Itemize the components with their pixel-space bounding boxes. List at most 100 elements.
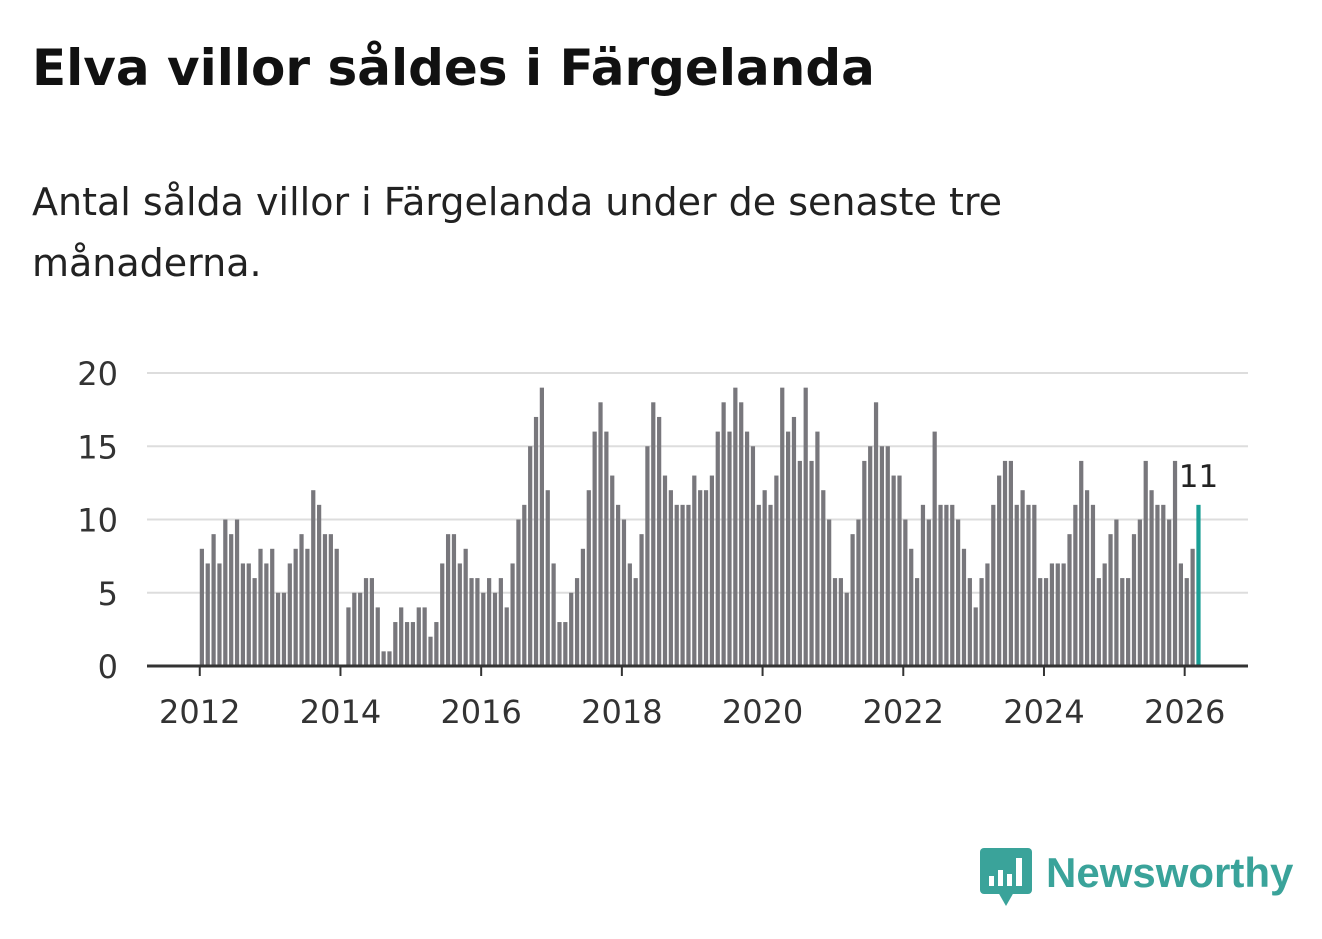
bar — [1155, 504, 1160, 666]
bar — [299, 534, 304, 666]
bar — [780, 387, 785, 666]
bar — [363, 578, 369, 666]
bar — [727, 431, 732, 666]
bar — [786, 431, 791, 666]
bar — [422, 607, 427, 666]
bar — [287, 563, 292, 666]
bar — [1084, 490, 1090, 666]
bar — [920, 504, 926, 666]
y-tick-label: 20 — [77, 355, 118, 393]
bar — [680, 504, 685, 666]
bar — [739, 402, 744, 666]
bar — [410, 622, 416, 666]
data-labels: 11 — [1176, 456, 1220, 497]
bar — [932, 431, 937, 666]
bar — [914, 578, 920, 666]
bar — [305, 548, 310, 666]
bar — [610, 475, 615, 666]
bar — [328, 534, 333, 666]
bar — [868, 446, 873, 666]
newsworthy-logo: Newsworthy — [980, 848, 1293, 910]
bar-chart-speech-bubble-icon — [980, 848, 1032, 906]
bar — [551, 563, 556, 666]
bars — [199, 387, 1201, 666]
bar — [217, 563, 222, 666]
bar — [903, 519, 908, 666]
bar — [604, 431, 609, 666]
bar — [246, 563, 251, 666]
bar — [973, 607, 978, 666]
bar — [885, 446, 890, 666]
bar — [1172, 460, 1178, 666]
bar — [926, 519, 931, 666]
bar — [803, 387, 808, 666]
bar — [1090, 504, 1096, 666]
bar — [440, 563, 445, 666]
bar — [838, 578, 843, 666]
x-tick-label: 2022 — [863, 693, 944, 731]
bar — [686, 504, 691, 666]
bar — [809, 460, 814, 666]
bar — [950, 504, 955, 666]
bar — [1020, 490, 1025, 666]
x-axis-tick-labels: 2012 2014 2016 2018 2020 2022 2024 2026 — [159, 693, 1225, 731]
bar — [240, 563, 246, 666]
bar — [832, 578, 838, 666]
bar — [1143, 460, 1148, 666]
bar — [1002, 460, 1008, 666]
bar — [580, 548, 586, 666]
bar — [311, 490, 316, 666]
bar — [961, 548, 967, 666]
bar — [674, 504, 679, 666]
y-axis-tick-labels: 0 5 10 15 20 — [77, 355, 118, 686]
bar — [1008, 460, 1013, 666]
bar — [979, 578, 984, 666]
bar — [393, 622, 398, 666]
bar — [744, 431, 750, 666]
bar — [504, 607, 509, 666]
bar — [457, 563, 462, 666]
y-tick-label: 10 — [77, 502, 118, 540]
bar — [1096, 578, 1101, 666]
bar — [615, 504, 621, 666]
bar — [229, 534, 234, 666]
bar — [1038, 578, 1043, 666]
bar — [317, 504, 322, 666]
bar — [275, 592, 281, 666]
bar — [1167, 519, 1172, 666]
bar — [956, 519, 961, 666]
bar — [451, 534, 457, 666]
logo-text: Newsworthy — [1046, 849, 1294, 896]
x-tick-label: 2012 — [159, 693, 240, 731]
y-tick-label: 5 — [98, 575, 118, 613]
bar — [774, 475, 779, 666]
bar — [1102, 563, 1107, 666]
bar — [533, 416, 539, 666]
bar — [827, 519, 832, 666]
bar — [211, 534, 216, 666]
bar — [1126, 578, 1131, 666]
bar — [352, 592, 357, 666]
bar — [592, 431, 597, 666]
bar — [856, 519, 861, 666]
bar — [709, 475, 715, 666]
bar — [205, 563, 210, 666]
bar — [1184, 578, 1189, 666]
chart-title: Elva villor såldes i Färgelanda — [32, 39, 875, 97]
x-tick-label: 2014 — [300, 693, 381, 731]
bar — [815, 431, 820, 666]
bar — [598, 402, 603, 666]
bar — [821, 490, 826, 666]
bar — [692, 475, 697, 666]
bar — [633, 578, 638, 666]
bar — [944, 504, 949, 666]
bar — [469, 578, 474, 666]
bar — [1049, 563, 1055, 666]
bar — [1067, 534, 1072, 666]
bar — [756, 504, 761, 666]
bar — [445, 534, 451, 666]
bar — [375, 607, 380, 666]
bar — [1149, 490, 1154, 666]
bar — [985, 563, 990, 666]
bar — [897, 475, 902, 666]
